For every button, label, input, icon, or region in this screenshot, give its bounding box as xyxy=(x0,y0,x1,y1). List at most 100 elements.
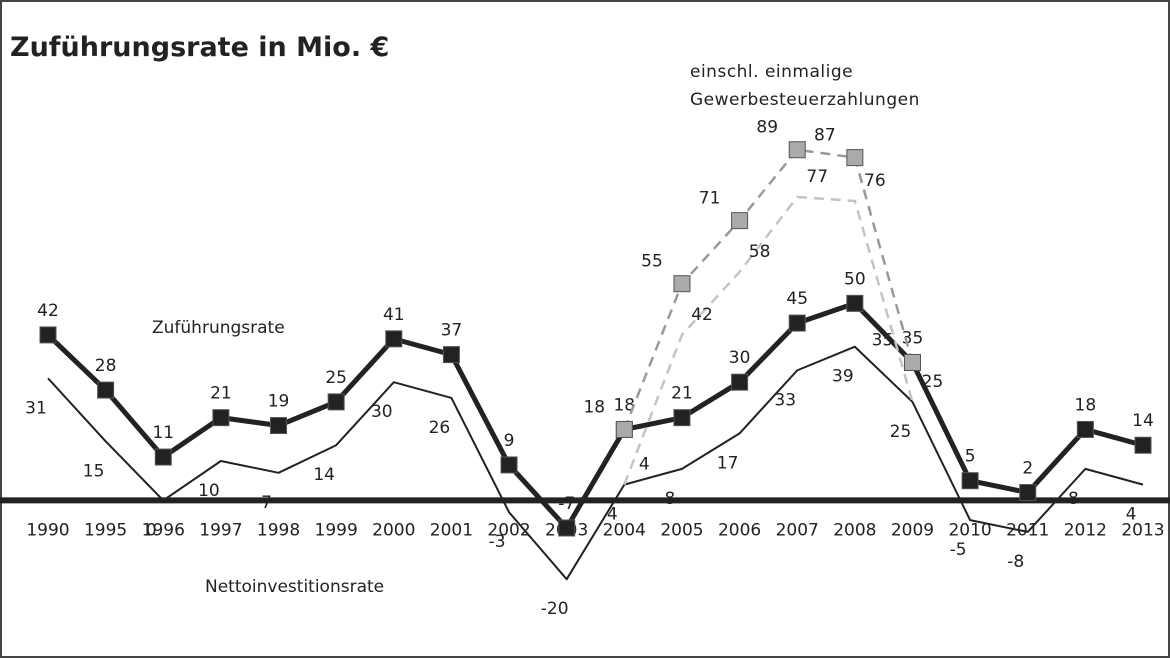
point-marker xyxy=(97,381,115,399)
point-marker xyxy=(1134,436,1152,454)
data-label: -8 xyxy=(1007,552,1024,572)
data-label: 2 xyxy=(1022,459,1033,479)
point-marker xyxy=(903,353,921,371)
point-marker xyxy=(731,373,749,391)
data-label: 89 xyxy=(756,118,778,138)
chart-title: Zuführungsrate in Mio. € xyxy=(10,32,389,63)
series-line xyxy=(623,148,914,430)
data-label: -7 xyxy=(558,494,575,514)
point-marker xyxy=(442,346,460,364)
data-label: 35 xyxy=(872,330,894,350)
data-label: 26 xyxy=(429,418,451,438)
x-tick-label: 2012 xyxy=(1064,520,1107,540)
series-line xyxy=(46,300,1144,531)
x-tick-label: 2013 xyxy=(1121,520,1164,540)
data-label: 8 xyxy=(1068,489,1079,509)
data-label: 15 xyxy=(83,461,105,481)
data-label: 21 xyxy=(671,384,693,404)
x-tick-label: 1990 xyxy=(26,520,69,540)
x-tick-label: 1998 xyxy=(257,520,300,540)
data-label: -3 xyxy=(489,532,506,552)
data-label: 71 xyxy=(699,189,721,209)
point-marker xyxy=(385,330,403,348)
data-label: 9 xyxy=(504,431,515,451)
point-marker xyxy=(212,409,230,427)
data-label: 14 xyxy=(313,465,335,485)
x-tick-label: 1999 xyxy=(315,520,358,540)
data-label: 41 xyxy=(383,305,405,325)
data-label: 33 xyxy=(774,390,796,410)
point-marker xyxy=(788,141,806,159)
data-label: 87 xyxy=(814,126,836,146)
point-marker xyxy=(961,472,979,490)
x-tick-label: 2011 xyxy=(1006,520,1049,540)
data-label: 30 xyxy=(729,348,751,368)
series-label: Zuführungsrate xyxy=(152,318,285,338)
data-label: 11 xyxy=(152,423,174,443)
point-marker xyxy=(673,275,691,293)
series-label: einschl. einmalige Gewerbesteuerzahlunge… xyxy=(690,62,920,110)
x-tick-label: 1996 xyxy=(142,520,185,540)
x-tick-label: 2007 xyxy=(776,520,819,540)
point-marker xyxy=(846,294,864,312)
point-marker xyxy=(1076,420,1094,438)
data-label: 4 xyxy=(639,455,650,475)
data-label: 25 xyxy=(890,422,912,442)
data-label: 25 xyxy=(325,368,347,388)
x-tick-label: 2008 xyxy=(833,520,876,540)
data-label: 76 xyxy=(864,171,886,191)
data-label: 31 xyxy=(25,398,47,418)
point-marker xyxy=(327,393,345,411)
data-label: 42 xyxy=(37,301,59,321)
data-label: 21 xyxy=(210,384,232,404)
x-tick-label: 2000 xyxy=(372,520,415,540)
data-label: -5 xyxy=(950,540,967,560)
series-line xyxy=(47,345,1144,581)
data-label: 58 xyxy=(749,242,771,262)
data-label: 0 xyxy=(146,520,157,540)
data-label: 39 xyxy=(832,367,854,387)
data-label: 17 xyxy=(717,453,739,473)
data-label: 18 xyxy=(1075,395,1097,415)
data-label: 42 xyxy=(691,305,713,325)
point-marker xyxy=(270,417,288,435)
point-marker xyxy=(731,212,749,230)
point-marker xyxy=(615,420,633,438)
data-label: 25 xyxy=(922,372,944,392)
x-tick-label: 1997 xyxy=(199,520,242,540)
point-marker xyxy=(558,519,576,537)
data-label: 10 xyxy=(198,481,220,501)
data-label: 14 xyxy=(1132,411,1154,431)
series-label: Nettoinvestitionsrate xyxy=(205,577,384,597)
data-label: 7 xyxy=(261,493,272,513)
point-marker xyxy=(39,326,57,344)
x-tick-label: 2010 xyxy=(948,520,991,540)
point-marker xyxy=(154,448,172,466)
x-tick-label: 1995 xyxy=(84,520,127,540)
data-label: 4 xyxy=(1126,505,1137,525)
x-tick-label: 2004 xyxy=(603,520,646,540)
data-label: 18 xyxy=(583,397,605,417)
data-label: 18 xyxy=(613,395,635,415)
data-label: 4 xyxy=(607,505,618,525)
data-label: 8 xyxy=(665,489,676,509)
point-marker xyxy=(788,314,806,332)
series-line xyxy=(623,195,914,486)
x-tick-label: 2006 xyxy=(718,520,761,540)
data-label: 5 xyxy=(965,447,976,467)
data-label: 19 xyxy=(268,392,290,412)
data-label: 55 xyxy=(641,252,663,272)
data-label: 45 xyxy=(786,289,808,309)
x-tick-label: 2001 xyxy=(430,520,473,540)
data-label: 77 xyxy=(806,167,828,187)
data-label: 50 xyxy=(844,269,866,289)
data-label: 30 xyxy=(371,402,393,422)
x-tick-label: 2005 xyxy=(660,520,703,540)
data-label: 28 xyxy=(95,356,117,376)
point-marker xyxy=(500,456,518,474)
point-marker xyxy=(846,149,864,167)
data-label: 37 xyxy=(441,321,463,341)
